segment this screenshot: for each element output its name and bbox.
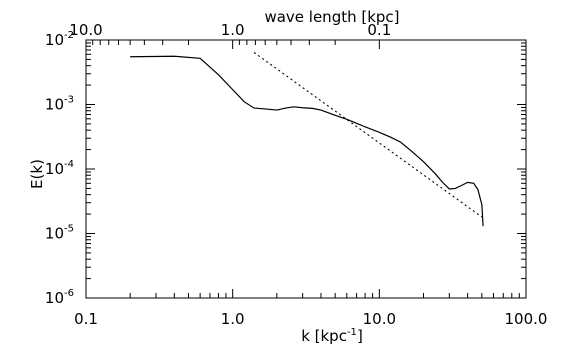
y-axis-title: E(k) <box>28 159 46 189</box>
top-x-tick-label: 1.0 <box>221 21 245 39</box>
y-tick-label: 10-6 <box>45 288 74 307</box>
y-tick-label: 10-3 <box>45 95 74 114</box>
x-tick-label: 10.0 <box>363 310 396 328</box>
y-tick-label: 10-4 <box>45 159 74 178</box>
energy-spectrum-line <box>130 55 484 227</box>
plot-frame <box>85 39 527 299</box>
y-tick-label: 10-5 <box>45 224 74 243</box>
top-x-tick-label: 10.0 <box>69 21 102 39</box>
y-tick-label: 10-2 <box>45 30 74 49</box>
plot-area <box>85 39 527 299</box>
x-tick-label: 100.0 <box>505 310 548 328</box>
x-tick-label: 1.0 <box>221 310 245 328</box>
tick-labels: 0.1 1.0 10.0 100.010.0 1.0 0.110-610-510-410-… <box>45 21 548 328</box>
x-axis-title: k [kpc-1] <box>301 327 363 345</box>
axis-ticks <box>85 39 527 299</box>
top-axis-title: wave length [kpc] <box>264 8 399 26</box>
top-x-tick-label: 0.1 <box>367 21 391 39</box>
power-law-fit-line <box>253 52 483 218</box>
x-tick-label: 0.1 <box>74 310 98 328</box>
x-axis-title-superscript: -1 <box>347 327 357 338</box>
